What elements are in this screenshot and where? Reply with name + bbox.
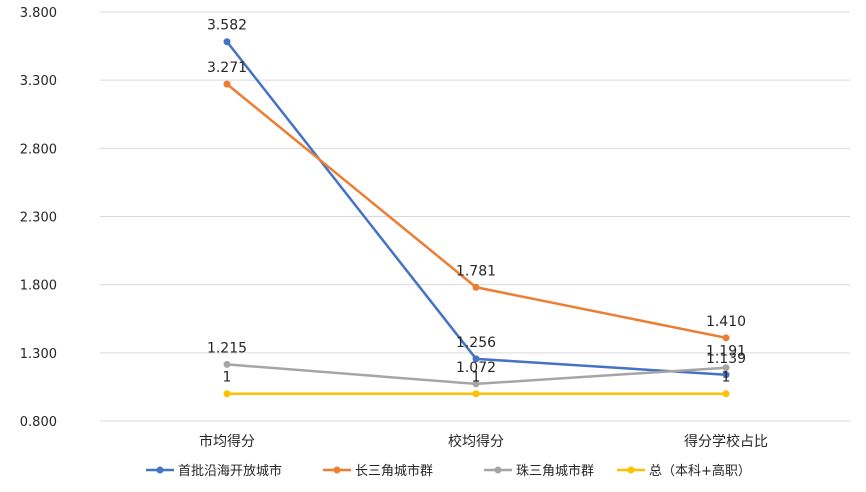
legend-marker xyxy=(156,466,164,474)
data-label: 1.072 xyxy=(456,360,496,376)
data-point xyxy=(223,390,231,398)
data-label: 1.191 xyxy=(706,344,746,360)
y-tick-label: 3.800 xyxy=(20,6,57,21)
legend-label: 珠三角城市群 xyxy=(516,463,594,479)
y-tick-label: 1.800 xyxy=(20,279,57,294)
data-label: 1.781 xyxy=(456,263,496,279)
data-point xyxy=(722,364,730,372)
y-tick-label: 2.800 xyxy=(20,142,57,157)
data-point xyxy=(223,38,231,46)
data-point xyxy=(223,360,231,368)
data-label: 1.139 xyxy=(706,351,746,367)
y-axis-ticks: 0.800 1.300 1.800 2.300 2.800 3.300 3.800 xyxy=(20,6,57,430)
data-point xyxy=(722,334,730,342)
x-category-label: 市均得分 xyxy=(199,433,255,450)
y-tick-label: 1.300 xyxy=(20,347,57,362)
series-lines xyxy=(223,38,730,398)
data-label: 1.215 xyxy=(207,340,247,356)
series-line xyxy=(226,40,727,377)
legend-label: 总（本科+高职） xyxy=(649,463,751,479)
data-label: 1 xyxy=(223,370,232,386)
legend-marker xyxy=(627,466,635,474)
data-labels: 3.582 1.256 1.139 3.271 1.781 1.410 1.215 1.072… xyxy=(207,18,746,386)
data-point xyxy=(472,355,480,363)
data-point xyxy=(722,390,730,398)
y-tick-label: 2.300 xyxy=(20,211,57,226)
y-tick-label: 0.800 xyxy=(20,415,57,430)
data-point xyxy=(722,371,730,379)
data-point xyxy=(472,283,480,291)
data-label: 1.410 xyxy=(706,314,746,330)
series-line xyxy=(226,83,727,340)
legend: 首批沿海开放城市 长三角城市群 珠三角城市群 总（本科+高职） xyxy=(146,463,751,479)
x-category-label: 得分学校占比 xyxy=(684,433,768,450)
data-label: 3.271 xyxy=(207,60,247,76)
legend-label: 首批沿海开放城市 xyxy=(178,463,282,479)
data-label: 1 xyxy=(472,370,481,386)
data-point xyxy=(472,380,480,388)
x-category-label: 校均得分 xyxy=(448,433,504,450)
data-label: 1 xyxy=(722,370,731,386)
legend-marker xyxy=(333,466,341,474)
legend-marker xyxy=(494,466,502,474)
data-point xyxy=(223,80,231,88)
data-label: 1.256 xyxy=(456,335,496,351)
y-tick-label: 3.300 xyxy=(20,74,57,89)
legend-label: 长三角城市群 xyxy=(355,463,433,479)
x-axis-categories: 市均得分 校均得分 得分学校占比 xyxy=(199,433,768,450)
data-point xyxy=(472,390,480,398)
data-label: 3.582 xyxy=(207,18,247,34)
